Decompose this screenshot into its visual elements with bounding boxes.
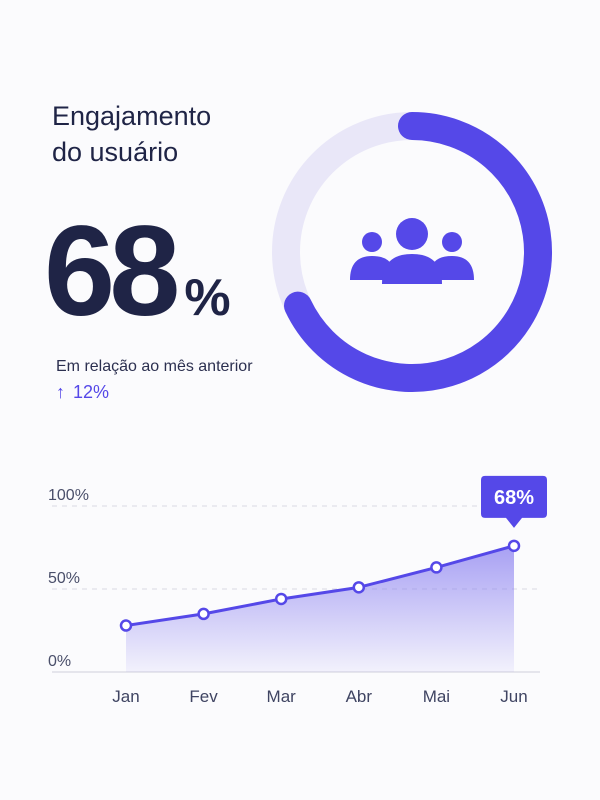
y-tick-label: 100%	[48, 487, 89, 504]
value-callout: 68%	[481, 475, 547, 528]
series-area	[126, 545, 514, 672]
data-point[interactable]	[507, 539, 521, 553]
data-point[interactable]	[119, 619, 133, 632]
y-tick-label: 50%	[48, 570, 80, 587]
users-group-icon	[350, 218, 474, 284]
x-tick-label: Abr	[346, 687, 373, 706]
kpi-unit: %	[184, 269, 231, 327]
data-point[interactable]	[274, 592, 288, 606]
page-title: Engajamento do usuário	[52, 101, 212, 167]
x-tick-label: Jan	[112, 687, 139, 706]
x-tick-label: Mai	[423, 687, 450, 706]
kpi-value: 68	[44, 200, 180, 343]
donut-progress-arc	[283, 112, 552, 392]
callout-label: 68%	[494, 487, 534, 509]
x-tick-label: Fev	[189, 687, 218, 706]
series-line	[124, 544, 516, 628]
data-point[interactable]	[352, 581, 366, 594]
data-point[interactable]	[430, 561, 443, 574]
arrow-up-icon: ↑	[56, 382, 65, 402]
change-indicator: ↑ 12%	[56, 382, 109, 403]
engagement-kpi: 68 %	[44, 208, 231, 336]
data-point[interactable]	[197, 607, 210, 621]
engagement-line-chart: Jan Fev Mar Abr Mai Jun 0% 50% 100% 68%	[48, 475, 547, 706]
change-value: 12%	[73, 382, 110, 402]
x-tick-label: Mar	[267, 687, 297, 706]
comparison-label: Em relação ao mês anterior	[56, 358, 253, 375]
y-tick-label: 0%	[48, 653, 71, 670]
engagement-donut	[272, 112, 552, 392]
x-tick-label: Jun	[500, 687, 527, 706]
